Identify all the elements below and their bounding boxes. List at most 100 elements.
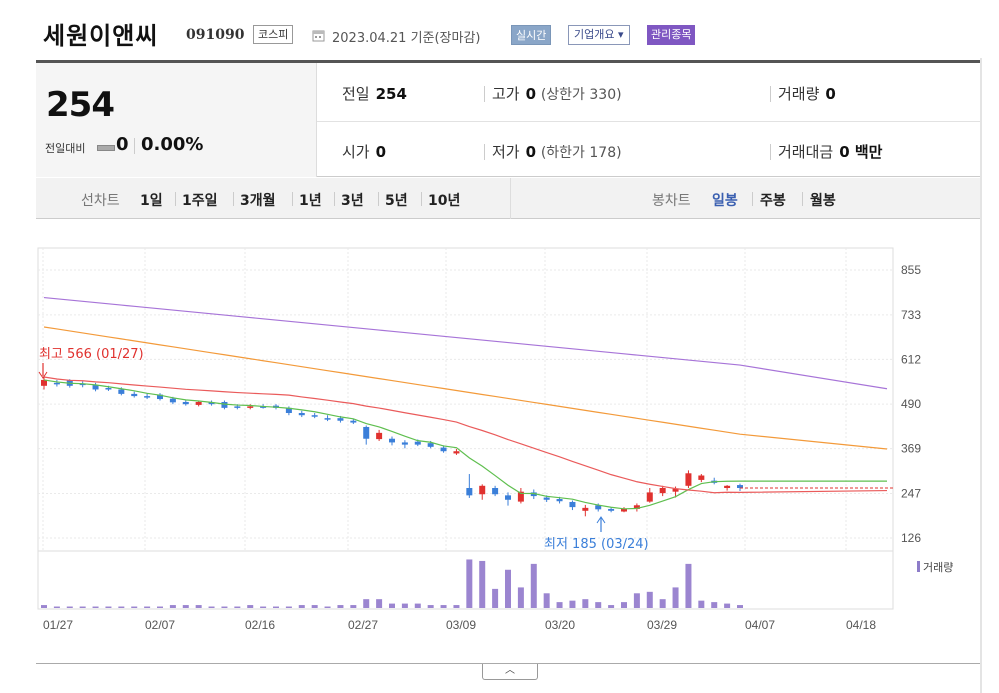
low-annotation: 최저 185 (03/24)	[544, 537, 649, 552]
managed-stock-badge[interactable]: 관리종목	[647, 25, 696, 45]
volume-bar	[350, 605, 357, 608]
trade-amount: 거래대금 0 백만	[778, 141, 882, 162]
candle-body	[582, 507, 589, 511]
volume-bar	[92, 606, 99, 608]
collapse-button[interactable]: ︿	[482, 664, 538, 680]
candle-body	[105, 388, 112, 390]
x-tick-label: 04/07	[745, 618, 775, 632]
volume-bar	[195, 605, 202, 608]
candle-body	[621, 508, 627, 512]
line-period-tab[interactable]: 1주일	[182, 193, 218, 209]
volume-bar	[41, 605, 47, 608]
candle-body	[453, 451, 460, 454]
volume-label: 거래량	[778, 85, 820, 103]
candle-body	[247, 406, 254, 408]
volume-bar	[221, 606, 228, 608]
market-badge: 코스피	[253, 25, 294, 44]
line-period-tab[interactable]: 10년	[428, 193, 461, 209]
candle-body	[492, 488, 499, 495]
volume-bar	[324, 606, 331, 608]
candle-body	[195, 401, 202, 405]
open-value: 0	[375, 143, 387, 161]
volume-bar	[582, 599, 589, 608]
prev-value: 254	[375, 85, 407, 103]
candle-body	[234, 406, 241, 408]
volume-legend: 거래량	[917, 559, 953, 575]
candle-body	[221, 401, 228, 408]
ma20-line	[43, 376, 888, 494]
volume-bar	[273, 606, 279, 608]
low-price: 저가 0 (하한가 178)	[492, 141, 622, 162]
y-tick-label: 369	[901, 442, 921, 456]
candle-body	[698, 475, 705, 480]
candle-body	[505, 495, 511, 500]
candle-period-tab[interactable]: 주봉	[760, 193, 786, 209]
realtime-button[interactable]: 실시간	[511, 25, 552, 45]
volume-bar	[144, 606, 151, 608]
x-tick-label: 01/27	[43, 618, 73, 632]
volume-bar	[440, 605, 447, 608]
volume-bar	[737, 605, 743, 608]
quote-panel: 254 전일대비 0 0.00% 전일 254 고가 0 (상한가 330) 거래량…	[36, 60, 981, 177]
volume-bar	[79, 606, 86, 608]
candle-body	[685, 473, 692, 486]
tab-divider	[334, 192, 335, 206]
candle-body	[53, 382, 60, 385]
line-period-tab[interactable]: 5년	[385, 193, 408, 209]
prev-close: 전일 254	[342, 83, 407, 104]
candle-period-tab[interactable]: 일봉	[712, 193, 738, 209]
volume-bar	[66, 606, 73, 608]
candle-body	[389, 438, 395, 443]
chevron-down-icon: ▾	[617, 28, 624, 41]
candle-body	[543, 497, 550, 500]
company-overview-button[interactable]: 기업개요 ▾	[568, 25, 630, 45]
x-tick-label: 02/16	[245, 618, 275, 632]
volume-bar	[105, 606, 112, 608]
stock-header: 세원이앤씨 091090 코스피 2023.04.21 기준(장마감) 실시간 …	[0, 0, 999, 58]
volume-bar	[659, 599, 666, 608]
candle-body	[479, 485, 486, 495]
volume-bar	[260, 606, 267, 608]
volume-bar	[621, 602, 627, 608]
volume-bar	[608, 605, 615, 608]
candle-period-tab[interactable]: 월봉	[810, 193, 836, 209]
line-period-tab[interactable]: 1일	[140, 193, 163, 209]
candle-body	[737, 485, 743, 489]
volume-bar	[466, 559, 473, 608]
calendar-icon	[312, 30, 325, 42]
line-period-tab[interactable]: 3년	[341, 193, 364, 209]
tab-divider	[378, 192, 379, 206]
change-rate: 0.00%	[141, 134, 204, 155]
ma5-line	[43, 379, 887, 510]
y-tick-label: 247	[901, 487, 921, 501]
candle-body	[208, 402, 215, 405]
ma60-line	[43, 326, 888, 450]
high-price: 고가 0 (상한가 330)	[492, 83, 622, 104]
volume-bar	[247, 605, 254, 608]
volume-bar	[479, 560, 486, 608]
tab-divider	[175, 192, 176, 206]
line-period-tab[interactable]: 3개월	[240, 193, 276, 209]
price-chart[interactable]: 855 733 612 490 369 247 126 01/27 02/07 02/16 02/2…	[0, 220, 980, 640]
volume-bar	[672, 587, 679, 608]
current-price: 254	[46, 85, 115, 125]
divider	[770, 86, 771, 102]
line-period-tab[interactable]: 1년	[299, 193, 322, 209]
volume-bar	[453, 605, 460, 608]
date-text: 2023.04.21 기준(장마감)	[332, 31, 481, 46]
divider	[484, 86, 485, 102]
amount-label: 거래대금	[778, 143, 834, 161]
candle-body	[337, 418, 344, 421]
volume-bar	[633, 593, 640, 608]
volume-bar	[363, 599, 370, 608]
volume-bar	[169, 605, 176, 608]
volume-bar	[298, 605, 305, 608]
stock-name: 세원이앤씨	[43, 22, 159, 50]
tab-divider	[752, 192, 753, 206]
candle-body	[427, 443, 434, 447]
candle-body	[414, 441, 421, 445]
tab-divider	[292, 192, 293, 206]
y-tick-label: 490	[901, 397, 921, 411]
volume: 거래량 0	[778, 83, 836, 104]
volume-bar	[569, 600, 576, 608]
